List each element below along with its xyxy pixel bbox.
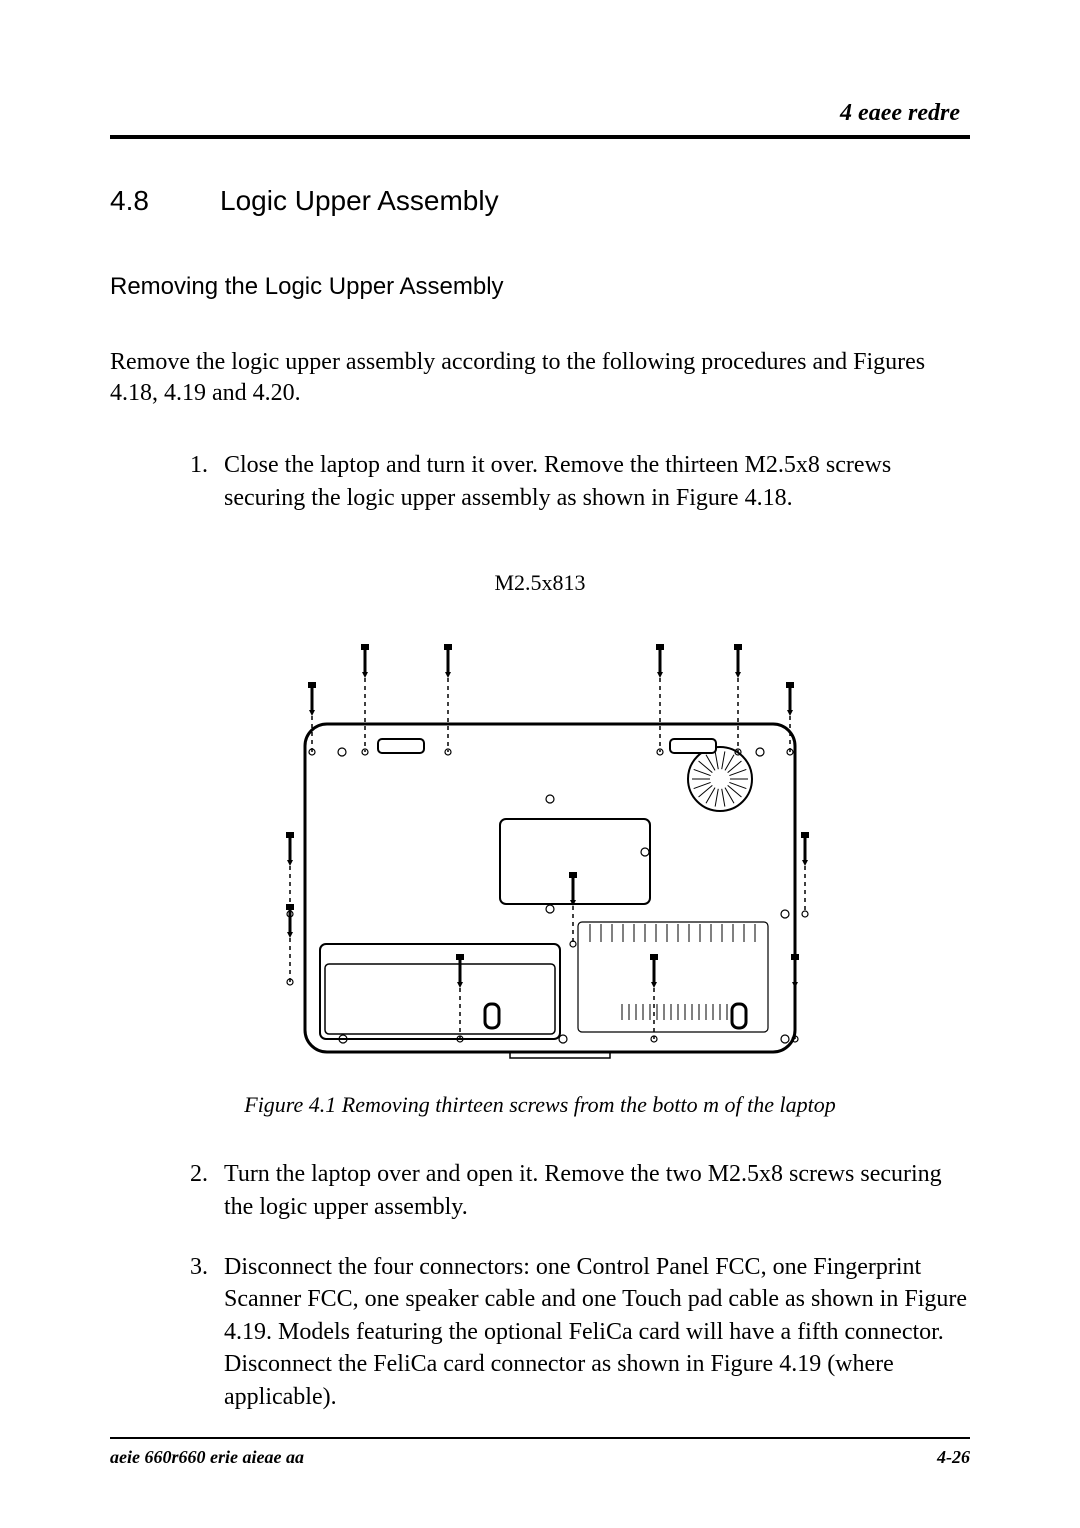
list-item: 3.Disconnect the four connectors: one Co… (190, 1251, 970, 1413)
running-header: 4 eaee redre (110, 100, 970, 127)
section-number: 4.8 (110, 185, 220, 217)
list-item: 1.Close the laptop and turn it over. Rem… (190, 449, 970, 514)
ordered-list-continued: 2.Turn the laptop over and open it. Remo… (110, 1158, 970, 1413)
intro-paragraph: Remove the logic upper assembly accordin… (110, 347, 970, 409)
subheading: Removing the Logic Upper Assembly (110, 273, 970, 301)
section-title-text: Logic Upper Assembly (220, 185, 499, 217)
figure-screw-label: M2.5x813 (110, 570, 970, 596)
header-rule (110, 135, 970, 139)
section-title: 4.8 Logic Upper Assembly (110, 185, 970, 217)
ordered-list: 1.Close the laptop and turn it over. Rem… (110, 449, 970, 514)
list-marker: 3. (190, 1251, 224, 1413)
page: 4 eaee redre 4.8 Logic Upper Assembly Re… (0, 0, 1080, 1528)
figure-caption: Figure 4.1 Removing thirteen screws from… (110, 1092, 970, 1118)
list-marker: 2. (190, 1158, 224, 1223)
list-item: 2.Turn the laptop over and open it. Remo… (190, 1158, 970, 1223)
list-text: Close the laptop and turn it over. Remov… (224, 449, 970, 514)
footer-left: aeie 660r660 erie aieae aa (110, 1447, 304, 1468)
figure: M2.5x813 Figure 4.1 Removing thirteen sc… (110, 570, 970, 1118)
footer-right: 4-26 (937, 1447, 970, 1468)
figure-drawing (230, 604, 850, 1074)
footer-rule (110, 1437, 970, 1439)
list-marker: 1. (190, 449, 224, 514)
footer: aeie 660r660 erie aieae aa 4-26 (110, 1437, 970, 1468)
list-text: Turn the laptop over and open it. Remove… (224, 1158, 970, 1223)
list-text: Disconnect the four connectors: one Cont… (224, 1251, 970, 1413)
